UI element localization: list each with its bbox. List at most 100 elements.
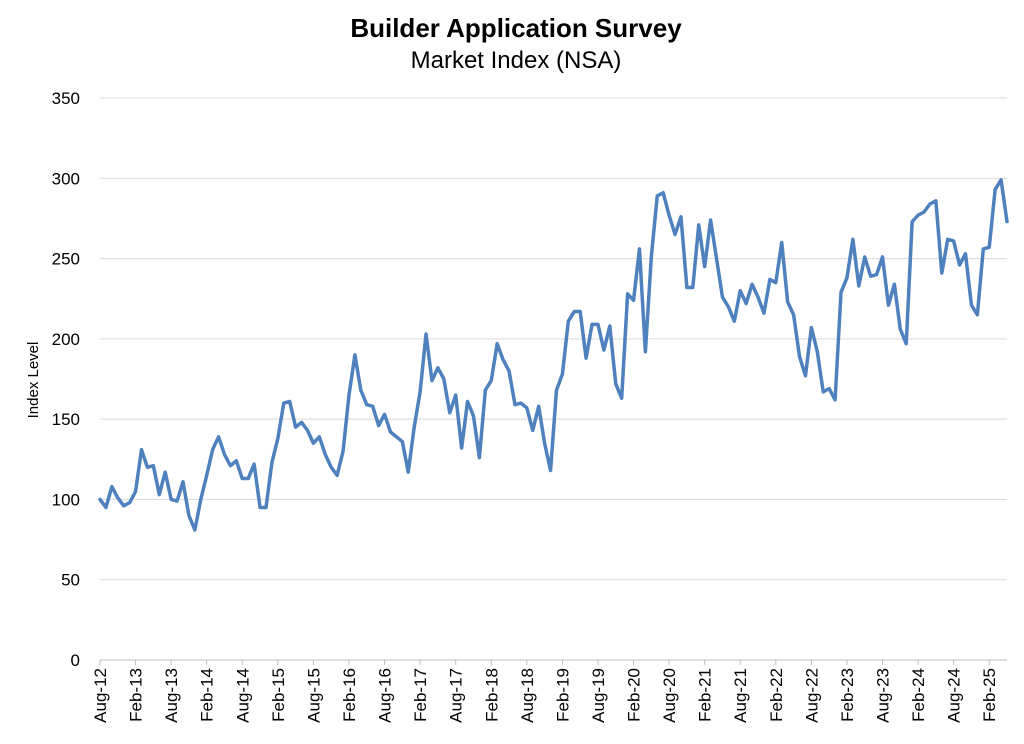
data-point xyxy=(780,241,783,244)
data-point xyxy=(798,355,801,358)
data-point xyxy=(276,437,279,440)
data-point xyxy=(869,275,872,278)
data-point xyxy=(241,477,244,480)
data-point xyxy=(875,273,878,276)
data-point xyxy=(454,394,457,397)
data-point xyxy=(359,389,362,392)
data-point xyxy=(466,400,469,403)
data-point xyxy=(549,469,552,472)
data-point xyxy=(164,471,167,474)
data-point xyxy=(508,369,511,372)
data-point xyxy=(259,506,262,509)
chart-subtitle: Market Index (NSA) xyxy=(411,47,622,74)
data-point xyxy=(786,300,789,303)
data-point xyxy=(300,421,303,424)
data-point xyxy=(709,219,712,222)
data-point xyxy=(377,424,380,427)
data-point xyxy=(715,257,718,260)
data-point xyxy=(988,246,991,249)
data-point xyxy=(964,252,967,255)
data-point xyxy=(774,281,777,284)
x-tick-label: Feb-21 xyxy=(696,668,715,722)
data-point xyxy=(490,379,493,382)
data-point xyxy=(110,485,113,488)
data-point xyxy=(768,278,771,281)
data-point xyxy=(353,353,356,356)
data-point xyxy=(952,239,955,242)
data-point xyxy=(1006,220,1009,223)
data-point xyxy=(851,238,854,241)
data-point xyxy=(419,390,422,393)
data-point xyxy=(887,304,890,307)
y-tick-label: 0 xyxy=(71,651,80,670)
x-tick-label: Feb-19 xyxy=(553,668,572,722)
x-tick-label: Aug-15 xyxy=(304,668,323,723)
data-point xyxy=(436,366,439,369)
data-point xyxy=(460,447,463,450)
y-tick-label: 350 xyxy=(52,89,80,108)
data-point xyxy=(383,413,386,416)
data-point xyxy=(413,426,416,429)
x-axis-ticks: Aug-12 Feb-13 Aug-13 Feb-14 Aug-14 Feb-15 Aug-… xyxy=(91,660,999,723)
data-point xyxy=(685,286,688,289)
data-point xyxy=(306,429,309,432)
series-line-market-index xyxy=(98,178,1009,532)
data-point xyxy=(934,199,937,202)
data-point xyxy=(762,312,765,315)
data-point xyxy=(537,405,540,408)
y-tick-label: 50 xyxy=(61,571,80,590)
x-tick-label: Feb-14 xyxy=(198,668,217,722)
data-point xyxy=(128,501,131,504)
data-point xyxy=(792,313,795,316)
data-point xyxy=(691,286,694,289)
data-point xyxy=(970,304,973,307)
data-point xyxy=(650,255,653,258)
data-point xyxy=(205,474,208,477)
data-point xyxy=(899,328,902,331)
x-tick-label: Aug-13 xyxy=(162,668,181,723)
data-point xyxy=(745,302,748,305)
x-tick-label: Feb-16 xyxy=(340,668,359,722)
data-point xyxy=(336,474,339,477)
data-point xyxy=(217,435,220,438)
data-point xyxy=(430,379,433,382)
data-point xyxy=(282,402,285,405)
data-point xyxy=(946,238,949,241)
data-point xyxy=(181,480,184,483)
data-point xyxy=(478,456,481,459)
x-tick-label: Feb-17 xyxy=(411,668,430,722)
data-point xyxy=(893,283,896,286)
data-point xyxy=(312,442,315,445)
data-point xyxy=(721,296,724,299)
x-tick-label: Feb-22 xyxy=(767,668,786,722)
data-point xyxy=(247,477,250,480)
data-point xyxy=(158,493,161,496)
data-point xyxy=(425,333,428,336)
data-point xyxy=(152,464,155,467)
data-point xyxy=(674,233,677,236)
data-point xyxy=(555,389,558,392)
x-tick-label: Aug-18 xyxy=(518,668,537,723)
chart-title: Builder Application Survey xyxy=(350,13,682,43)
data-point xyxy=(324,453,327,456)
data-point xyxy=(638,247,641,250)
data-point xyxy=(448,411,451,414)
gridlines xyxy=(100,97,1007,661)
data-point xyxy=(395,435,398,438)
data-point xyxy=(703,265,706,268)
data-point xyxy=(288,400,291,403)
x-tick-label: Aug-24 xyxy=(945,668,964,723)
x-tick-label: Aug-14 xyxy=(233,668,252,723)
data-point xyxy=(958,263,961,266)
data-point xyxy=(229,464,232,467)
y-axis-label: Index Level xyxy=(25,342,42,419)
data-point xyxy=(840,291,843,294)
data-point xyxy=(496,342,499,345)
data-point xyxy=(828,387,831,390)
data-point xyxy=(668,214,671,217)
data-point xyxy=(371,405,374,408)
data-point xyxy=(608,325,611,328)
data-point xyxy=(602,349,605,352)
data-point xyxy=(834,398,837,401)
